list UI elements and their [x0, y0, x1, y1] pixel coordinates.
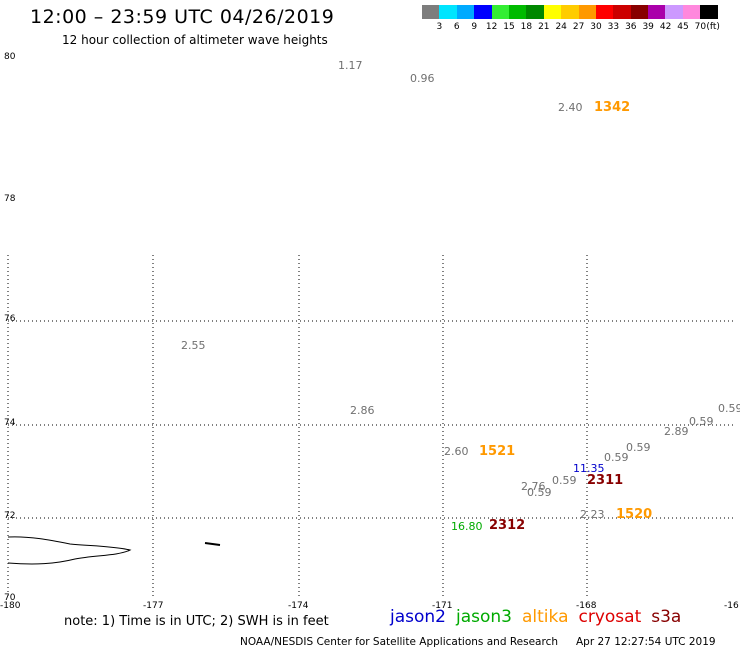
footer-timestamp: Apr 27 12:27:54 UTC 2019 [576, 636, 716, 648]
wave-height-label: 2.23 [580, 508, 605, 521]
color-scale-label: 15 [503, 22, 515, 32]
color-scale-labels: 3 6 9 12 15 18 21 24 27 30 33 36 39 42 45 70 (ft) [422, 22, 740, 34]
color-scale-label: 12 [485, 22, 498, 32]
color-scale-swatch [700, 5, 718, 19]
lon-label: -180 [0, 601, 21, 611]
wave-height-label: 2.40 [558, 101, 583, 114]
wave-height-label: 2.76 [521, 480, 546, 493]
lon-label: -168 [576, 601, 597, 611]
color-scale-bar [422, 5, 718, 19]
color-scale-label: 9 [471, 22, 478, 32]
lat-label: 78 [4, 194, 16, 204]
color-scale-label: 39 [642, 22, 654, 32]
color-scale-swatch [578, 5, 596, 19]
color-scale-swatch [648, 5, 666, 19]
lon-label: -174 [288, 601, 309, 611]
legend-cryosat: cryosat [578, 607, 642, 627]
color-scale-swatch [561, 5, 579, 19]
wave-height-label: 2.60 [444, 445, 469, 458]
color-scale-swatch [526, 5, 544, 19]
color-scale-label: 24 [555, 22, 567, 32]
footer: NOAA/NESDIS Center for Satellite Applica… [240, 636, 716, 648]
wave-height-label: 2.86 [350, 404, 375, 417]
page-subtitle: 12 hour collection of altimeter wave hei… [62, 33, 328, 47]
page-title: 12:00 – 23:59 UTC 04/26/2019 [30, 6, 335, 28]
wave-height-label: 0.59 [604, 451, 629, 464]
footnote: note: 1) Time is in UTC; 2) SWH is in fe… [64, 614, 329, 629]
color-scale-swatch [508, 5, 527, 19]
lat-label: 80 [4, 52, 16, 62]
legend-jason3: jason3 [456, 607, 512, 627]
color-scale-swatch [543, 5, 562, 19]
wave-height-label: 1.17 [338, 59, 363, 72]
pass-number: 1520 [616, 507, 653, 522]
lat-label: 72 [4, 511, 16, 521]
color-scale-label: 3 [436, 22, 443, 32]
color-scale-swatch [613, 5, 631, 19]
wave-height-label: 0.59 [718, 402, 740, 415]
color-scale-swatch [439, 5, 457, 19]
island [204, 542, 221, 546]
color-scale-label: 21 [538, 22, 550, 32]
color-scale-label: 33 [607, 22, 620, 32]
lat-label: 76 [4, 314, 16, 324]
color-scale-label: 45 [677, 22, 689, 32]
pass-number: 1342 [594, 100, 631, 115]
color-scale-swatch [456, 5, 475, 19]
color-scale-swatch [665, 5, 683, 19]
graticule [7, 255, 735, 598]
color-scale-label: 42 [659, 22, 672, 32]
legend-altika: altika [522, 607, 569, 627]
wave-height-label: 0.59 [626, 441, 651, 454]
color-scale-label: 18 [520, 22, 533, 32]
wave-height-label: 11.35 [573, 462, 605, 475]
lon-label: -171 [432, 601, 453, 611]
lon-label: -16 [724, 601, 739, 611]
lat-label: 70 [4, 593, 16, 603]
color-scale-label: (ft) [706, 22, 720, 32]
lon-label: -177 [143, 601, 164, 611]
legend-s3a: s3a [651, 607, 682, 627]
wave-height-label: 0.59 [552, 474, 577, 487]
wave-height-label: 0.96 [410, 72, 435, 85]
color-scale-swatch [682, 5, 701, 19]
color-scale-swatch [630, 5, 649, 19]
color-scale-swatch [474, 5, 492, 19]
color-scale-label: 36 [625, 22, 637, 32]
color-scale-swatch [595, 5, 614, 19]
color-scale-swatch [422, 5, 440, 19]
pass-number: 2311 [587, 473, 624, 488]
wave-height-label: 2.89 [664, 425, 689, 438]
footer-credit: NOAA/NESDIS Center for Satellite Applica… [240, 636, 558, 648]
satellite-legend: jason2 jason3 altika cryosat s3a [390, 607, 691, 627]
legend-jason2: jason2 [390, 607, 446, 627]
wave-height-label: 0.59 [527, 486, 552, 499]
color-scale-swatch [491, 5, 509, 19]
wave-height-label: 0.59 [689, 415, 714, 428]
coastline [7, 536, 132, 565]
pass-number: 2312 [489, 518, 526, 533]
wave-height-label: 16.80 [451, 520, 483, 533]
color-scale-label: 6 [453, 22, 460, 32]
color-scale-label: 70 [694, 22, 707, 32]
color-scale-label: 27 [572, 22, 585, 32]
wave-height-label: 2.55 [181, 339, 206, 352]
lat-label: 74 [4, 418, 16, 428]
color-scale-label: 30 [590, 22, 602, 32]
pass-number: 1521 [479, 444, 516, 459]
